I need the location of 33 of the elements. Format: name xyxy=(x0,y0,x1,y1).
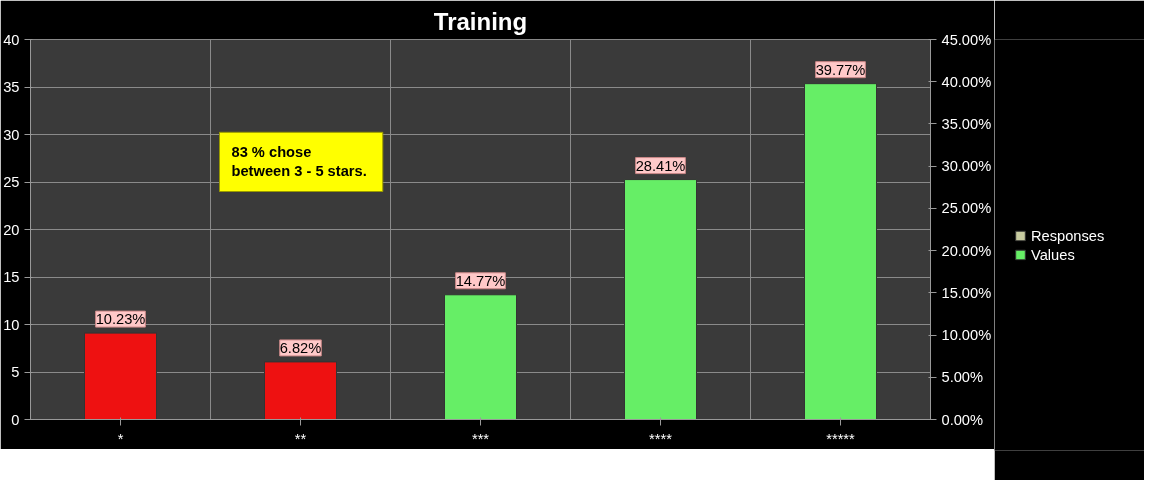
y2-tick-label: 25.00% xyxy=(941,200,992,217)
data-label: 39.77% xyxy=(815,61,866,78)
data-label: 6.82% xyxy=(279,339,322,356)
x-tick-label: * xyxy=(117,430,124,447)
y-tick-label: 5 xyxy=(11,364,20,380)
y-tick-label: 10 xyxy=(3,316,20,333)
x-tick-label: *** xyxy=(471,430,490,447)
y-tick-label: 25 xyxy=(3,174,20,190)
y2-tick-label: 20.00% xyxy=(941,242,992,259)
y2-tick-label: 35.00% xyxy=(941,115,992,132)
y-tick-label: 15 xyxy=(3,269,20,285)
legend-label: Values xyxy=(1031,246,1075,262)
legend-label: Responses xyxy=(1031,227,1105,243)
y2-tick-label: 45.00% xyxy=(941,31,992,48)
chart-title: Training xyxy=(433,7,528,35)
x-tick-label: **** xyxy=(649,430,673,447)
y2-tick-label: 30.00% xyxy=(941,158,992,175)
y-tick-label: 20 xyxy=(3,221,20,238)
y2-tick-label: 10.00% xyxy=(941,327,992,344)
data-label: 14.77% xyxy=(455,272,506,289)
x-tick-label: ***** xyxy=(826,430,856,447)
data-label: 10.23% xyxy=(95,311,146,328)
y2-tick-label: 0.00% xyxy=(941,411,984,428)
y2-tick-label: 15.00% xyxy=(941,284,992,301)
y-tick-label: 40 xyxy=(3,31,20,48)
data-label: 28.41% xyxy=(635,157,686,174)
y-tick-label: 0 xyxy=(11,411,20,428)
y-tick-label: 35 xyxy=(3,79,20,95)
x-tick-label: ** xyxy=(294,430,307,447)
annotation: 83 % chose between 3 - 5 stars. xyxy=(231,144,367,180)
y-tick-label: 30 xyxy=(3,126,20,143)
y2-tick-label: 40.00% xyxy=(941,73,992,90)
y2-tick-label: 5.00% xyxy=(941,369,984,386)
